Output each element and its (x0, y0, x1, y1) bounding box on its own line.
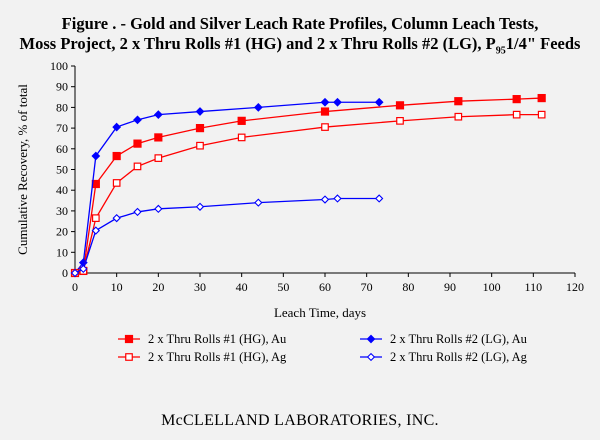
data-point (321, 123, 329, 131)
data-point (153, 110, 163, 120)
x-tick-label: 0 (72, 280, 78, 294)
x-tick-label: 110 (525, 280, 543, 294)
data-point (133, 207, 142, 217)
legend-label: 2 x Thru Rolls #2 (LG), Ag (390, 350, 528, 364)
legend-marker (366, 334, 376, 344)
y-tick-label: 40 (56, 183, 68, 197)
legend: 2 x Thru Rolls #1 (HG), Au 2 x Thru Rolls… (118, 332, 528, 364)
y-tick-label: 70 (56, 121, 68, 135)
data-point (396, 117, 404, 125)
y-axis-label: Cumulative Recovery, % of total (15, 84, 30, 255)
data-point (154, 204, 163, 214)
x-tick-label: 10 (111, 280, 123, 294)
y-tick-label: 60 (56, 142, 68, 156)
data-point (79, 264, 88, 274)
series-2 (71, 110, 546, 277)
data-point (333, 194, 342, 203)
series-3 (70, 194, 384, 278)
data-point (154, 154, 163, 162)
data-point (395, 101, 405, 110)
legend-marker (125, 353, 133, 361)
legend-label: 2 x Thru Rolls #1 (HG), Ag (148, 350, 287, 364)
chart-title-subscript: 95 (495, 45, 506, 57)
series-line (74, 101, 380, 274)
data-point (320, 107, 330, 116)
series-layer (70, 93, 546, 278)
series-0 (70, 93, 546, 278)
data-point (374, 194, 384, 203)
data-point (112, 122, 122, 132)
data-point (237, 133, 246, 142)
data-point (454, 112, 463, 121)
data-point (374, 97, 384, 107)
data-point (537, 93, 546, 103)
data-point (237, 116, 246, 125)
x-tick-label: 120 (566, 280, 584, 294)
legend-marker (366, 352, 376, 362)
chart-title-line-2-suffix: 1/4" Feeds (505, 34, 581, 53)
x-tick-label: 30 (194, 280, 206, 294)
data-point (333, 97, 342, 107)
series-line (74, 97, 542, 274)
y-tick-label: 0 (62, 266, 68, 280)
axes: 0 10 20 30 40 50 60 70 80 90 100 0 10 20 30 40 50 60 70 80 9… (50, 59, 584, 294)
x-tick-label: 20 (152, 280, 164, 294)
data-point (512, 95, 521, 104)
data-point (70, 268, 80, 278)
x-axis-label: Leach Time, days (274, 305, 366, 320)
data-point (253, 103, 263, 112)
data-point (133, 139, 142, 148)
data-point (195, 107, 205, 116)
y-tick-label: 50 (56, 163, 68, 177)
series-1 (70, 97, 384, 278)
x-tick-label: 90 (444, 280, 456, 294)
data-point (133, 162, 142, 171)
series-line (74, 197, 380, 274)
data-point (112, 179, 121, 187)
data-point (254, 198, 263, 207)
x-tick-label: 60 (319, 280, 331, 294)
data-point (537, 110, 546, 119)
data-point (91, 151, 101, 161)
data-point (195, 202, 205, 211)
data-point (454, 97, 463, 106)
data-point (91, 214, 100, 222)
y-tick-label: 10 (56, 245, 68, 259)
legend-item: 2 x Thru Rolls #1 (HG), Au (118, 332, 287, 346)
data-point (112, 151, 121, 161)
footer-company-name: McCLELLAND LABORATORIES, INC. (161, 412, 439, 429)
legend-marker (124, 334, 134, 344)
legend-item: 2 x Thru Rolls #2 (LG), Au (360, 332, 528, 346)
x-tick-label: 80 (402, 280, 414, 294)
x-tick-label: 70 (361, 280, 373, 294)
y-tick-label: 100 (50, 59, 68, 73)
legend-label: 2 x Thru Rolls #2 (LG), Au (390, 332, 528, 346)
data-point (512, 110, 521, 119)
data-point (112, 213, 121, 223)
chart-title-line-2-prefix: Moss Project, 2 x Thru Rolls #1 (HG) and… (19, 34, 496, 53)
series-line (74, 113, 542, 274)
x-tick-label: 40 (236, 280, 248, 294)
data-point (195, 123, 205, 133)
x-tick-label: 50 (277, 280, 289, 294)
data-point (91, 226, 101, 235)
x-tick-label: 100 (483, 280, 501, 294)
y-tick-label: 30 (56, 204, 68, 218)
y-tick-label: 80 (56, 100, 68, 114)
chart-title-line-1: Figure . - Gold and Silver Leach Rate Pr… (61, 14, 539, 33)
y-tick-label: 90 (56, 80, 68, 94)
legend-item: 2 x Thru Rolls #1 (HG), Ag (118, 350, 287, 364)
data-point (320, 195, 330, 204)
legend-label: 2 x Thru Rolls #1 (HG), Au (148, 332, 287, 346)
data-point (320, 97, 330, 107)
y-tick-label: 20 (56, 225, 68, 239)
chart-title-line-2: Moss Project, 2 x Thru Rolls #1 (HG) and… (0, 34, 600, 56)
data-point (154, 133, 163, 142)
data-point (133, 115, 142, 125)
data-point (196, 141, 204, 150)
legend-item: 2 x Thru Rolls #2 (LG), Ag (360, 350, 528, 364)
